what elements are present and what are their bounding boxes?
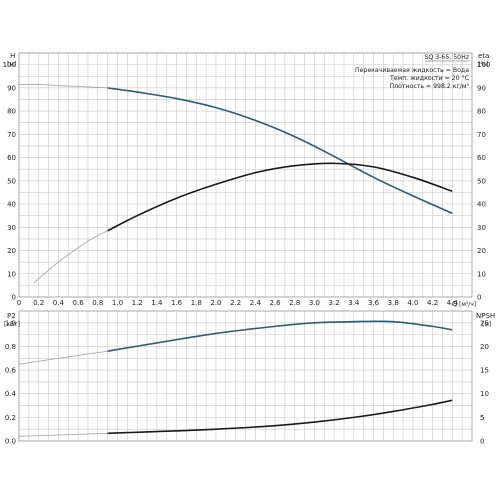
bottom-y-left-tick-0.0: 0.0: [5, 438, 16, 446]
grid-layer: [18, 52, 473, 442]
head-curve-extension-line: [18, 83, 108, 89]
pump-model-label: SQ 3-65, 50Hz: [424, 54, 469, 61]
x-tick-1.4: 1.4: [151, 299, 163, 307]
bottom-y-left-label: P2: [7, 312, 16, 320]
top-y-left-tick-90: 90: [7, 84, 16, 92]
x-tick-3.2: 3.2: [329, 299, 340, 307]
x-tick-1.8: 1.8: [191, 299, 202, 307]
x-tick-2.0: 2.0: [210, 299, 221, 307]
x-tick-0.6: 0.6: [73, 299, 85, 307]
bottom-y-left-tick-0.8: 0.8: [5, 343, 16, 351]
top-y-right-tick-30: 30: [477, 224, 486, 232]
top-y-left-tick-50: 50: [7, 177, 16, 185]
density-label: Плотность = 998.2 кг/м³: [389, 83, 469, 90]
top-y-left-tick-60: 60: [7, 154, 16, 162]
x-axis-unit: [м³/ч]: [459, 301, 476, 308]
top-y-right-tick-80: 80: [477, 108, 486, 116]
bottom-plot-frame: [18, 310, 473, 442]
x-tick-1.0: 1.0: [112, 299, 123, 307]
bottom-y-right-tick-5: 5: [480, 414, 484, 422]
top-plot-frame: [18, 52, 473, 298]
x-tick-0: 0: [17, 299, 21, 307]
bottom-y-right-label: NPSH: [476, 312, 495, 320]
x-tick-1.2: 1.2: [132, 299, 143, 307]
top-y-right-unit: [%]: [478, 61, 488, 68]
fluid-temp-label: Темп. жидкости = 20 °C: [389, 74, 469, 82]
curve-layer: [18, 83, 453, 437]
efficiency-curve-extension-line: [33, 230, 108, 284]
bottom-y-right-unit: [м]: [482, 321, 491, 328]
top-y-left-tick-70: 70: [7, 131, 16, 139]
top-y-left-unit: [м]: [7, 61, 16, 68]
x-tick-4.2: 4.2: [427, 299, 438, 307]
x-tick-0.8: 0.8: [92, 299, 103, 307]
top-y-right-label: eta: [478, 52, 489, 60]
bottom-y-left-tick-0.6: 0.6: [5, 367, 17, 375]
x-tick-4.0: 4.0: [407, 299, 418, 307]
top-y-left-tick-40: 40: [7, 201, 16, 209]
x-tick-4.4: 4.4: [447, 299, 459, 307]
bottom-y-right-tick-25: 25: [480, 319, 489, 327]
power-curve-line: [107, 320, 453, 352]
x-tick-3.8: 3.8: [388, 299, 399, 307]
x-tick-2.6: 2.6: [269, 299, 281, 307]
x-tick-2.2: 2.2: [230, 299, 241, 307]
bottom-y-right-tick-10: 10: [480, 390, 489, 398]
top-y-left-tick-80: 80: [7, 108, 16, 116]
top-y-left-tick-100: 100: [3, 61, 16, 69]
bottom-y-left-tick-0.2: 0.2: [5, 414, 16, 422]
top-y-left-tick-20: 20: [7, 247, 16, 255]
x-axis-label: Q: [452, 300, 458, 308]
top-y-right-tick-70: 70: [477, 131, 486, 139]
x-tick-3.0: 3.0: [309, 299, 320, 307]
x-tick-0.4: 0.4: [53, 299, 65, 307]
top-y-left-tick-30: 30: [7, 224, 16, 232]
top-y-left-label: H: [10, 52, 15, 60]
bottom-y-right-tick-15: 15: [480, 367, 489, 375]
power-curve-extension-line: [18, 350, 108, 365]
x-tick-3.6: 3.6: [368, 299, 380, 307]
fluid-label: Перекачиваемая жидкость = Вода: [355, 67, 469, 74]
frame-layer: [18, 52, 473, 442]
top-y-right-tick-100: 100: [477, 61, 490, 69]
head-curve-line: [107, 87, 453, 215]
top-y-right-tick-20: 20: [477, 247, 486, 255]
top-y-right-tick-0: 0: [477, 294, 481, 302]
top-y-right-tick-90: 90: [477, 84, 486, 92]
bottom-y-right-tick-20: 20: [480, 343, 489, 351]
npsh-curve-line: [107, 399, 453, 435]
x-tick-1.6: 1.6: [171, 299, 183, 307]
x-tick-3.4: 3.4: [348, 299, 360, 307]
npsh-curve-extension-line: [18, 432, 108, 437]
bottom-y-left-tick-1.0: 1.0: [5, 319, 16, 327]
top-y-right-tick-50: 50: [477, 177, 486, 185]
top-y-right-tick-10: 10: [477, 270, 486, 278]
top-y-right-tick-40: 40: [477, 201, 486, 209]
efficiency-curve-line: [107, 162, 453, 232]
top-y-left-tick-10: 10: [7, 270, 16, 278]
x-tick-2.4: 2.4: [250, 299, 262, 307]
bottom-y-left-tick-0.4: 0.4: [5, 390, 17, 398]
x-tick-0.2: 0.2: [33, 299, 44, 307]
bottom-y-right-tick-0: 0: [480, 438, 484, 446]
top-y-right-tick-60: 60: [477, 154, 486, 162]
bottom-y-left-unit: [кВт]: [4, 321, 20, 328]
x-tick-2.8: 2.8: [289, 299, 300, 307]
top-y-left-tick-0: 0: [12, 294, 16, 302]
